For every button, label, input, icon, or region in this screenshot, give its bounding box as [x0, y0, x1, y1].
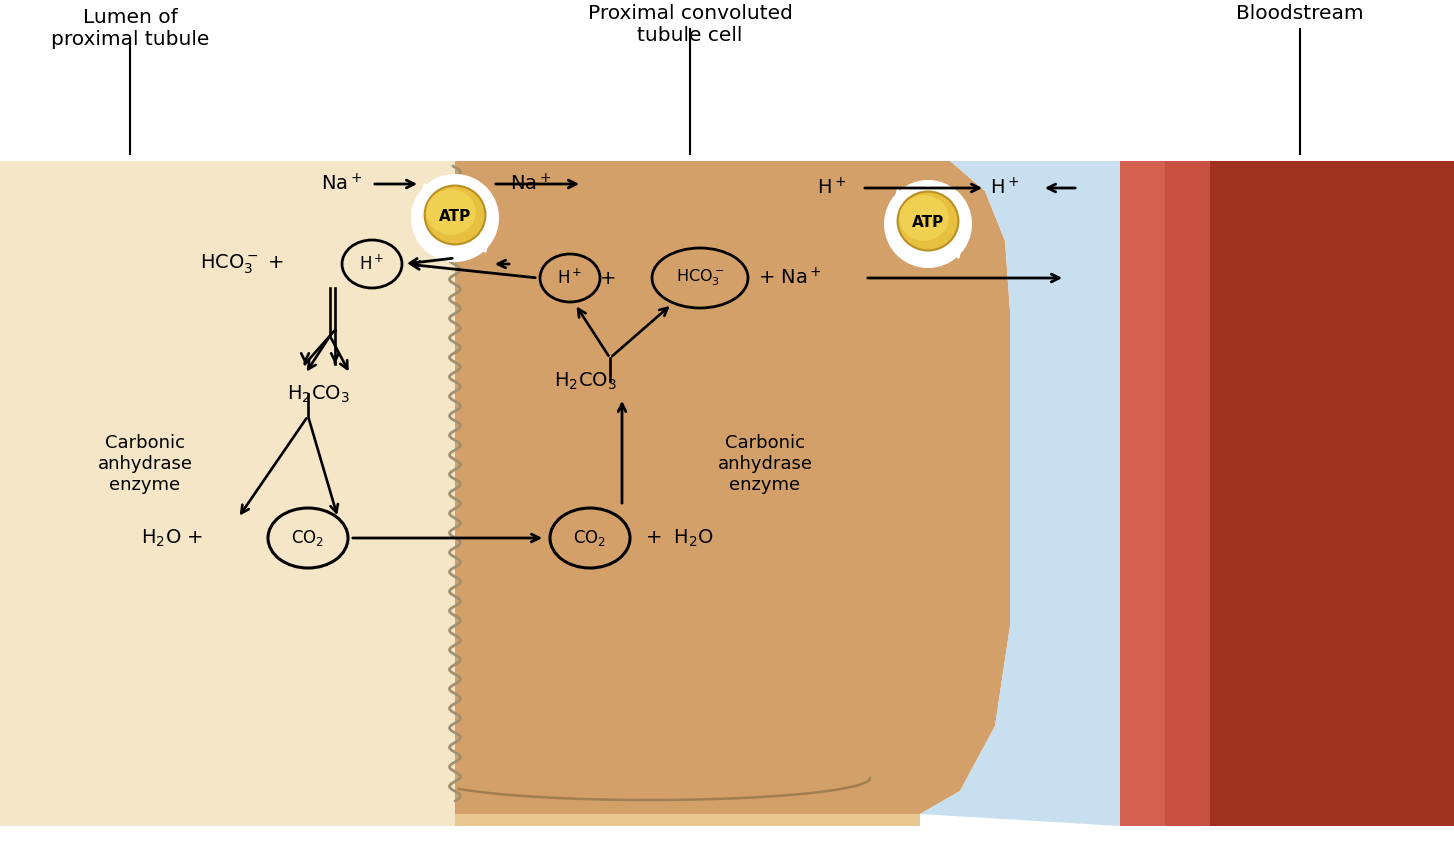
- Text: H$^+$: H$^+$: [557, 268, 583, 288]
- Ellipse shape: [900, 195, 948, 241]
- Polygon shape: [920, 161, 1120, 826]
- Text: Bloodstream: Bloodstream: [1236, 4, 1364, 23]
- Ellipse shape: [268, 508, 348, 568]
- Text: Na$^+$: Na$^+$: [321, 173, 362, 195]
- Text: H$_2$CO$_3$: H$_2$CO$_3$: [554, 371, 616, 392]
- Text: H$_2$CO$_3$: H$_2$CO$_3$: [286, 383, 349, 404]
- Text: Carbonic
anhydrase
enzyme: Carbonic anhydrase enzyme: [717, 434, 813, 494]
- Polygon shape: [1120, 161, 1210, 826]
- Polygon shape: [455, 766, 920, 814]
- Ellipse shape: [425, 185, 486, 244]
- Text: CO$_2$: CO$_2$: [573, 528, 606, 548]
- Text: +: +: [599, 268, 616, 288]
- Text: Lumen of
proximal tubule: Lumen of proximal tubule: [51, 8, 209, 49]
- Ellipse shape: [897, 191, 958, 250]
- Text: Carbonic
anhydrase
enzyme: Carbonic anhydrase enzyme: [97, 434, 192, 494]
- Text: HCO$_3^-$: HCO$_3^-$: [676, 267, 724, 288]
- Ellipse shape: [539, 254, 601, 302]
- Text: H$^+$: H$^+$: [817, 178, 846, 199]
- Text: H$^+$: H$^+$: [990, 178, 1019, 199]
- Text: CO$_2$: CO$_2$: [291, 528, 324, 548]
- Ellipse shape: [342, 240, 401, 288]
- Text: H$_2$O +: H$_2$O +: [141, 527, 204, 549]
- Ellipse shape: [550, 508, 630, 568]
- Circle shape: [884, 180, 973, 268]
- Text: H$^+$: H$^+$: [359, 255, 385, 273]
- Ellipse shape: [426, 190, 475, 235]
- Polygon shape: [455, 814, 920, 826]
- Text: ATP: ATP: [912, 215, 944, 229]
- Circle shape: [411, 174, 499, 262]
- Polygon shape: [0, 161, 455, 826]
- Text: ATP: ATP: [439, 208, 471, 223]
- Text: + Na$^+$: + Na$^+$: [758, 267, 822, 288]
- Text: Na$^+$: Na$^+$: [510, 173, 551, 195]
- Polygon shape: [1120, 161, 1454, 826]
- Polygon shape: [1120, 161, 1165, 826]
- Text: HCO$_3^-$ +: HCO$_3^-$ +: [201, 252, 284, 276]
- Polygon shape: [455, 161, 1011, 814]
- Text: +  H$_2$O: + H$_2$O: [646, 527, 714, 549]
- Ellipse shape: [651, 248, 747, 308]
- Text: Proximal convoluted
tubule cell: Proximal convoluted tubule cell: [587, 4, 792, 45]
